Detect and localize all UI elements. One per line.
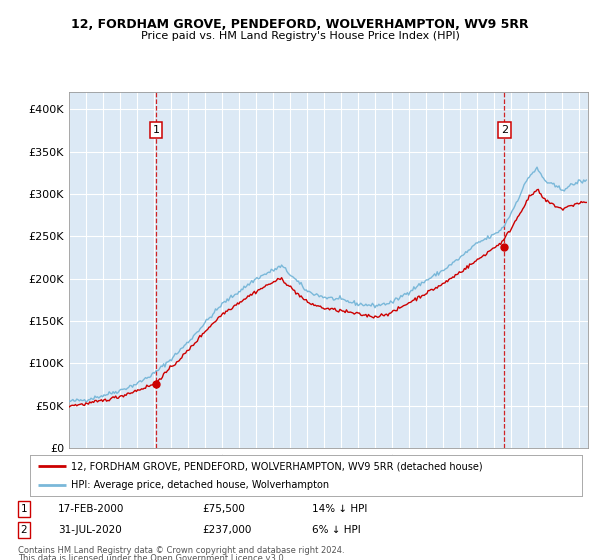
Text: HPI: Average price, detached house, Wolverhampton: HPI: Average price, detached house, Wolv… bbox=[71, 480, 329, 489]
Text: £237,000: £237,000 bbox=[202, 525, 251, 535]
Text: This data is licensed under the Open Government Licence v3.0.: This data is licensed under the Open Gov… bbox=[18, 554, 286, 560]
Text: 2: 2 bbox=[501, 125, 508, 135]
Text: Price paid vs. HM Land Registry's House Price Index (HPI): Price paid vs. HM Land Registry's House … bbox=[140, 31, 460, 41]
Text: 12, FORDHAM GROVE, PENDEFORD, WOLVERHAMPTON, WV9 5RR (detached house): 12, FORDHAM GROVE, PENDEFORD, WOLVERHAMP… bbox=[71, 461, 483, 471]
Text: 12, FORDHAM GROVE, PENDEFORD, WOLVERHAMPTON, WV9 5RR: 12, FORDHAM GROVE, PENDEFORD, WOLVERHAMP… bbox=[71, 18, 529, 31]
Text: 17-FEB-2000: 17-FEB-2000 bbox=[58, 504, 124, 514]
Text: 1: 1 bbox=[152, 125, 160, 135]
Text: 31-JUL-2020: 31-JUL-2020 bbox=[58, 525, 122, 535]
Text: 1: 1 bbox=[20, 504, 27, 514]
Text: 6% ↓ HPI: 6% ↓ HPI bbox=[311, 525, 360, 535]
Text: 14% ↓ HPI: 14% ↓ HPI bbox=[311, 504, 367, 514]
Text: Contains HM Land Registry data © Crown copyright and database right 2024.: Contains HM Land Registry data © Crown c… bbox=[18, 546, 344, 555]
Text: 2: 2 bbox=[20, 525, 27, 535]
Text: £75,500: £75,500 bbox=[202, 504, 245, 514]
